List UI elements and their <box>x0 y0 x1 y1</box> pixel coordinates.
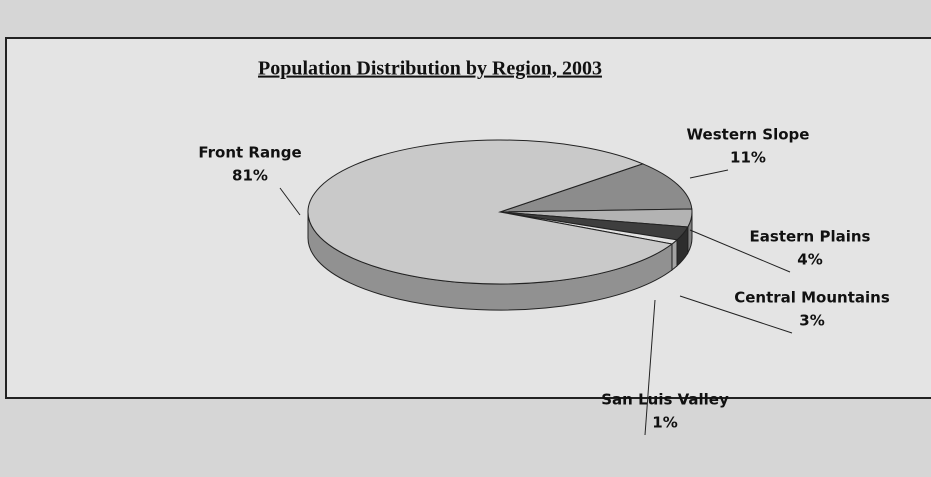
slice-value-label: 1% <box>652 414 677 432</box>
leader-line <box>679 295 793 334</box>
pie-slice <box>307 139 674 285</box>
pie-slice <box>499 163 693 213</box>
slice-label: Eastern Plains <box>750 228 871 246</box>
leader-line <box>279 187 301 216</box>
slice-label: San Luis Valley <box>601 391 729 409</box>
leader-line <box>689 169 729 179</box>
slice-value-label: 81% <box>232 167 268 185</box>
slice-label: Central Mountains <box>734 289 890 307</box>
slice-label: Front Range <box>198 144 301 162</box>
leader-line <box>644 299 656 436</box>
slice-value-label: 4% <box>797 251 822 269</box>
slice-value-label: 3% <box>799 312 824 330</box>
pie-side <box>671 238 678 272</box>
slice-label: Western Slope <box>687 126 810 144</box>
chart-title: Population Distribution by Region, 2003 <box>258 58 602 80</box>
leader-line <box>689 229 791 273</box>
slice-value-label: 11% <box>730 149 766 167</box>
